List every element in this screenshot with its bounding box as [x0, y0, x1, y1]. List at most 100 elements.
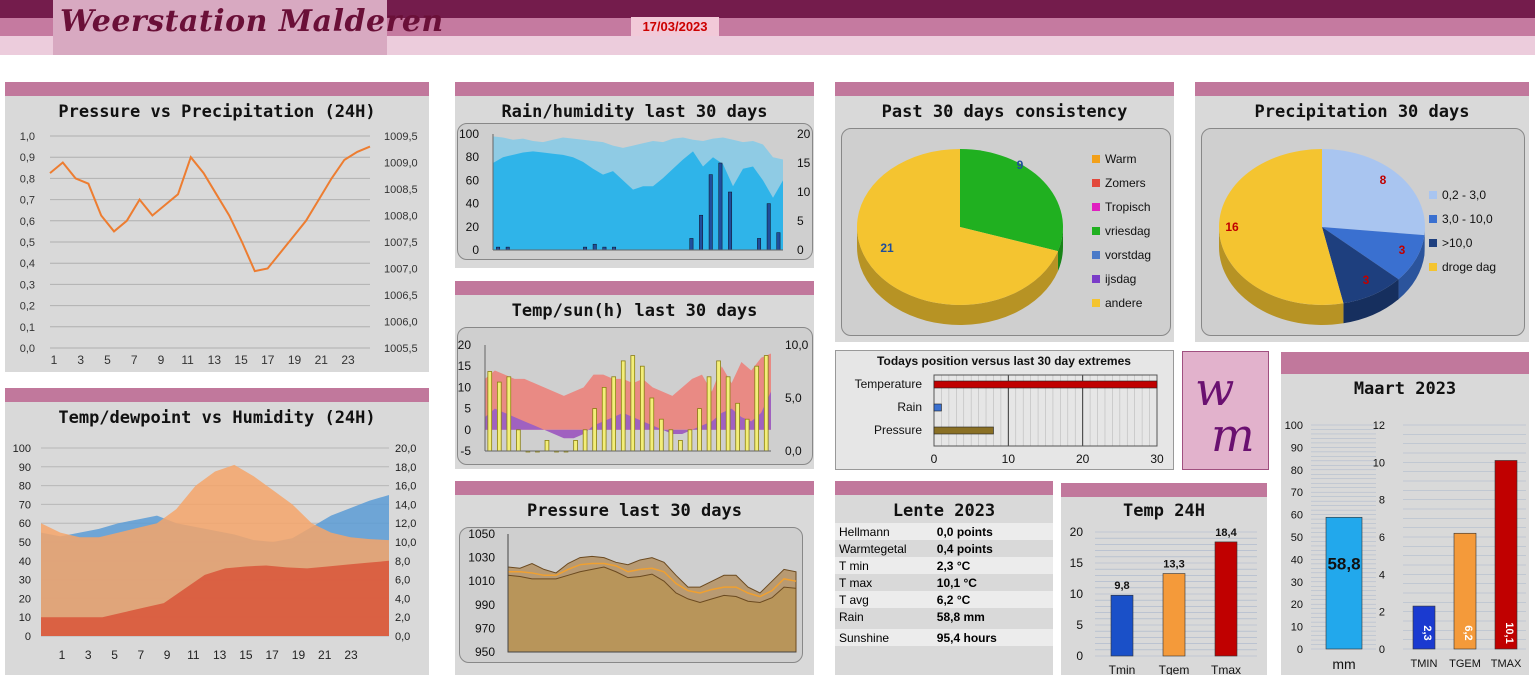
rain-bar [689, 238, 694, 251]
legend-item: Warm [1092, 147, 1151, 171]
x-tick-label: 17 [261, 353, 275, 367]
y2-tick-label: 12,0 [395, 518, 416, 530]
y2-tick-label: 8,0 [395, 556, 410, 568]
x-tick-label: 13 [213, 648, 227, 662]
legend-swatch [1092, 251, 1100, 259]
y2-tick-label: 2 [1379, 607, 1385, 619]
x-tick-label: 3 [85, 648, 92, 662]
y-tick-label: 10 [458, 380, 472, 394]
sun-bar [611, 376, 617, 452]
pressure-30d-chart: 1050 1030 1010 990 970 950 [468, 527, 797, 659]
lente-row-label: Warmtegetal [839, 541, 907, 556]
x-tick-label: 23 [344, 648, 358, 662]
y2-tick-label: 15 [797, 156, 811, 170]
x-tick-label: 15 [234, 353, 248, 367]
legend-label: 0,2 - 3,0 [1442, 188, 1487, 202]
category-label: Tgem [1159, 663, 1190, 675]
legend-label: droge dag [1442, 260, 1497, 274]
y-tick-label: 0 [464, 423, 471, 437]
legend-item: ijsdag [1092, 267, 1151, 291]
y-tick-label: 0,8 [20, 173, 35, 185]
x-tick-label: 0 [931, 452, 938, 466]
rain-bar [757, 238, 762, 251]
y-tick-label: 50 [19, 537, 31, 549]
lente-row: Warmtegetal 0,4 points [835, 540, 1053, 557]
page-title: Weerstation Malderen [60, 4, 444, 39]
lente-row-value: 10,1 °C [936, 575, 977, 590]
y-tick-label: 70 [1291, 487, 1303, 499]
y2-tick-label: 10,0 [785, 338, 809, 352]
y-tick-label: 1030 [468, 551, 495, 565]
y-tick-label: 90 [19, 462, 31, 474]
y-tick-label: 1,0 [20, 131, 35, 143]
y-tick-label: 0 [25, 631, 31, 643]
chart-title: Todays position versus last 30 day extre… [877, 354, 1131, 368]
sun-bar [630, 355, 636, 452]
extreme-bar [933, 380, 1158, 389]
pie-slice [1219, 149, 1344, 305]
category-label: TMAX [1491, 658, 1522, 670]
x-tick-label: 1 [59, 648, 66, 662]
sun-bar [659, 418, 664, 452]
x-tick-label: 7 [131, 353, 138, 367]
pressure-avg-line [508, 562, 797, 598]
logo-w: w [1195, 362, 1235, 416]
category-label: TMIN [1411, 658, 1438, 670]
legend-label: Warm [1105, 152, 1137, 166]
legend-label: Tropisch [1105, 200, 1151, 214]
y-tick-label: 0,0 [20, 343, 35, 355]
pie-data-label: 9 [1017, 158, 1024, 172]
legend-label: andere [1105, 296, 1143, 310]
temp-dewpoint-24h-chart: 100908070605040302010020,018,016,014,012… [13, 443, 417, 662]
y-tick-label: 60 [1291, 510, 1303, 522]
pie-data-label: 3 [1399, 243, 1406, 257]
legend-label: Zomers [1105, 176, 1146, 190]
lente-row: Hellmann 0,0 points [835, 523, 1053, 540]
lente-row-value: 95,4 hours [936, 630, 997, 645]
y-tick-label: 100 [13, 443, 31, 455]
y-tick-label: 20 [458, 338, 472, 352]
y-tick-label: 20 [466, 220, 480, 234]
rain-unit-label: mm [1332, 656, 1355, 672]
sun-bar [763, 355, 769, 452]
legend-label: vorstdag [1105, 248, 1152, 262]
maart-bar-chart: 100908070605040302010058,8mm1210864202,3… [1285, 420, 1526, 672]
y2-tick-label: 6 [1379, 532, 1385, 544]
y-tick-label: 970 [475, 621, 495, 635]
y2-tick-label: 0 [797, 243, 804, 257]
y-tick-label: 90 [1291, 442, 1303, 454]
sun-bar [506, 376, 512, 452]
x-tick-label: 21 [315, 353, 329, 367]
panel-title: Temp/dewpoint vs Humidity (24H) [58, 408, 376, 428]
y2-tick-label: 8 [1379, 495, 1385, 507]
y-tick-label: 40 [1291, 554, 1303, 566]
sun-bar [592, 408, 597, 452]
y2-tick-label: 18,0 [395, 462, 416, 474]
bar-value-label: 6,2 [1462, 625, 1474, 640]
sun-bar [716, 360, 721, 452]
y2-tick-label: 1009,0 [384, 158, 418, 170]
y2-tick-label: 0 [1379, 644, 1385, 656]
y-tick-label: 100 [459, 127, 479, 141]
panel-title: Lente 2023 [892, 501, 996, 521]
pie-slice-side [857, 227, 1058, 325]
y2-tick-label: 0,0 [785, 444, 802, 458]
panel-pressure-30d: Pressure last 30 days 1050 1030 1010 990 970… [455, 481, 814, 675]
legend-label: 3,0 - 10,0 [1442, 212, 1493, 226]
sun-bar [601, 387, 607, 452]
y-tick-label: 10 [19, 612, 31, 624]
legend-item: droge dag [1429, 255, 1496, 279]
y-tick-label: 80 [19, 481, 31, 493]
sun-bar [668, 429, 674, 452]
legend-swatch [1092, 179, 1100, 187]
panel-title: Maart 2023 [1353, 379, 1457, 399]
category-label: TGEM [1449, 658, 1481, 670]
x-tick-label: 5 [104, 353, 111, 367]
x-tick-label: 15 [239, 648, 253, 662]
y2-tick-label: 1007,0 [384, 264, 418, 276]
panel-title: Precipitation 30 days [1254, 102, 1470, 122]
bar-value-label: 10,1 [1503, 622, 1515, 643]
bar-value-label: 13,3 [1163, 559, 1184, 571]
x-tick-label: 11 [187, 648, 200, 662]
lente-row-label: Sunshine [839, 630, 890, 645]
